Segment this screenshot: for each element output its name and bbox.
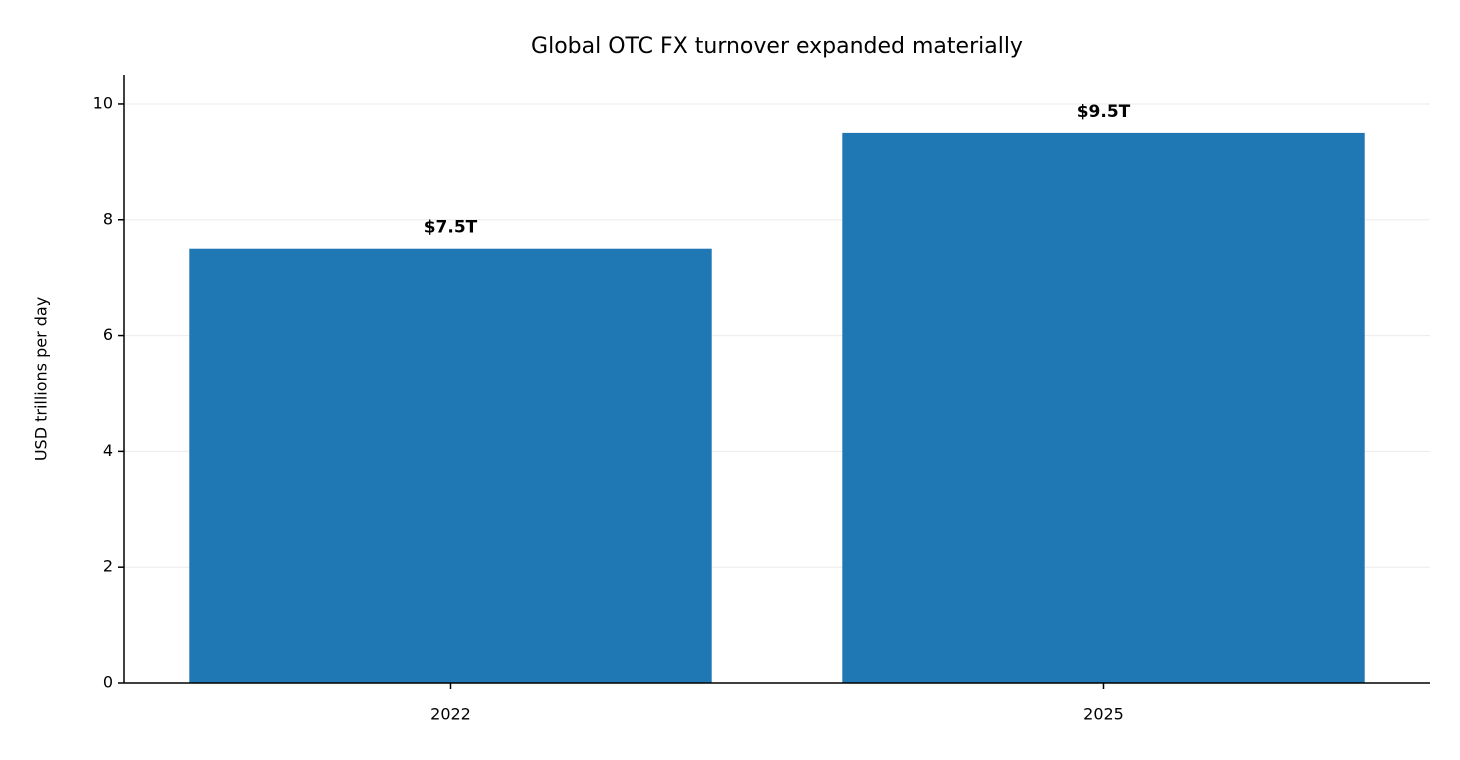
bar xyxy=(189,248,712,683)
y-tick-label: 8 xyxy=(103,209,113,228)
y-tick-label: 6 xyxy=(103,325,113,344)
value-label: $7.5T xyxy=(424,218,478,238)
y-tick-label: 0 xyxy=(103,673,113,692)
y-tick-label: 2 xyxy=(103,557,113,576)
y-tick-label: 10 xyxy=(93,93,113,112)
chart-title: Global OTC FX turnover expanded material… xyxy=(531,34,1023,59)
x-tick-label: 2022 xyxy=(430,705,471,724)
x-tick-label: 2025 xyxy=(1083,705,1124,724)
y-tick-label: 4 xyxy=(103,441,113,460)
y-axis-label: USD trillions per day xyxy=(32,297,51,461)
bar xyxy=(842,132,1365,683)
value-label: $9.5T xyxy=(1077,102,1131,122)
